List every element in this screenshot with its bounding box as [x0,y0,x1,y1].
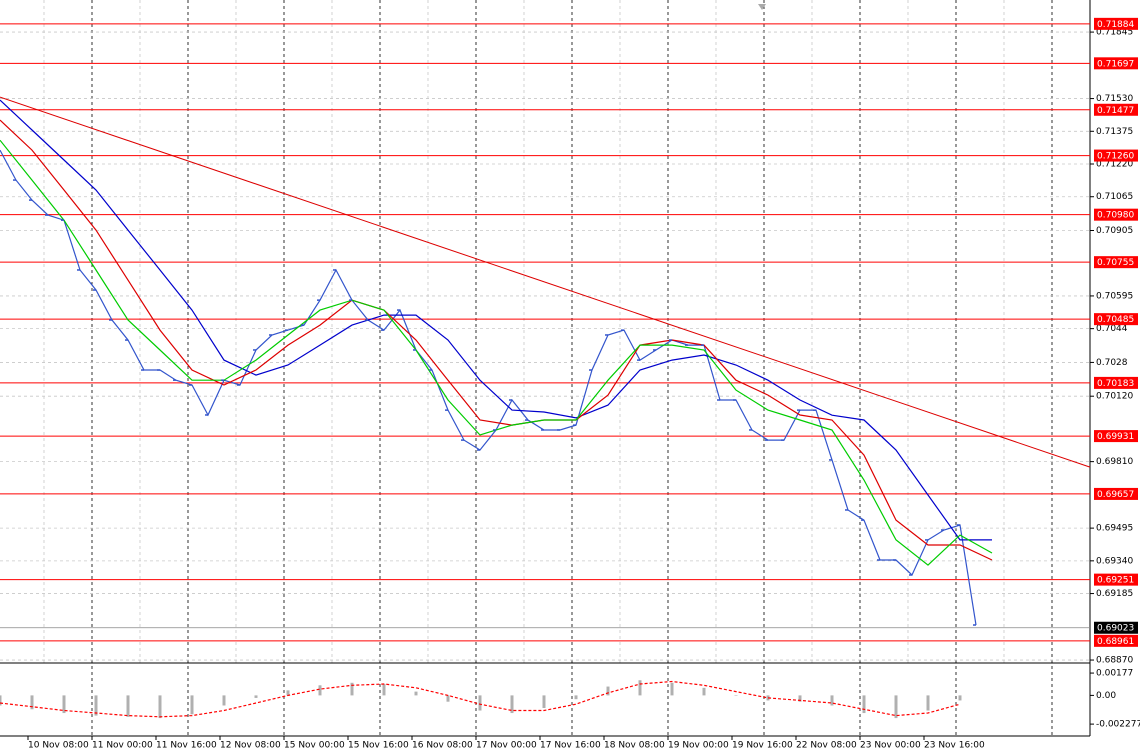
x-tick-label: 12 Nov 08:00 [220,741,281,751]
histogram-bar [0,695,2,706]
level-label-box [1094,313,1138,326]
histogram-bar [318,685,322,696]
histogram-bar [94,695,98,716]
histogram-bar [766,695,770,701]
y-tick-label: 0.71220 [1096,160,1133,170]
y-tick-label: 0.70120 [1096,392,1133,402]
histogram-bar [286,690,290,696]
level-label: 0.68961 [1097,637,1134,647]
y-tick-label: 0.69810 [1096,457,1133,467]
x-tick-label: 19 Nov 00:00 [668,741,729,751]
x-tick-label: 17 Nov 16:00 [540,741,601,751]
x-tick-label: 19 Nov 16:00 [732,741,793,751]
x-tick-label: 17 Nov 00:00 [476,741,537,751]
histogram-bar [926,695,930,711]
histogram-bar [638,680,642,696]
histogram-bar [190,695,194,715]
level-label: 0.71260 [1097,152,1134,162]
level-label: 0.70485 [1097,315,1134,325]
histogram-bar [702,687,706,696]
level-label-box [1094,208,1138,221]
x-tick-label: 15 Nov 16:00 [348,741,409,751]
level-label: 0.70183 [1097,379,1134,389]
level-label: 0.70980 [1097,211,1134,221]
y-tick-label: 0.7028 [1096,358,1128,368]
x-tick-label: 23 Nov 16:00 [924,741,985,751]
series-line [0,680,961,718]
histogram-bar [222,695,226,706]
histogram-bar [382,684,386,696]
histogram-bar [414,691,418,696]
level-label: 0.70755 [1097,258,1134,268]
level-label: 0.69931 [1097,432,1134,442]
trendline [0,96,1091,468]
histogram-bar [126,695,130,717]
x-tick-label: 18 Nov 08:00 [604,741,665,751]
shift-marker [758,4,766,10]
y-tick-label: -0.002277 [1096,720,1140,730]
current-price-label: 0.69023 [1097,624,1134,634]
level-label-box [1094,573,1138,586]
y-tick-label: 0.7044 [1096,324,1128,334]
histogram-bar [350,682,354,696]
y-tick-label: 0.71065 [1096,192,1133,202]
x-tick-label: 16 Nov 08:00 [412,741,473,751]
level-label-box [1094,57,1138,70]
histogram-bar [158,695,162,719]
histogram-bar [798,695,802,702]
level-label: 0.69657 [1097,490,1134,500]
level-label: 0.71884 [1097,20,1134,30]
x-tick-label: 10 Nov 08:00 [28,741,89,751]
y-tick-label: 0.69185 [1096,589,1133,599]
series-line [0,119,993,561]
histogram-bar [62,695,66,714]
histogram-bar [542,695,546,709]
histogram-bar [606,686,610,696]
histogram-bar [958,695,962,701]
level-label-box [1094,149,1138,162]
histogram-bar [446,695,450,702]
level-label-box [1094,376,1138,389]
histogram-bar [830,695,834,706]
current-price-box [1094,621,1138,634]
histogram-bar [862,695,866,714]
time-grid [43,0,1053,736]
y-tick-label: 0.00 [1096,691,1116,701]
histogram-bar [894,695,898,719]
y-tick-label: 0.71375 [1096,127,1133,137]
x-tick-label: 22 Nov 08:00 [796,741,857,751]
level-label-box [1094,487,1138,500]
y-tick-label: 0.00177 [1096,669,1133,679]
level-label-box [1094,17,1138,30]
level-label-box [1094,256,1138,269]
level-label-box [1094,103,1138,116]
x-tick-label: 15 Nov 00:00 [284,741,345,751]
histogram-bar [734,695,738,696]
x-tick-label: 11 Nov 16:00 [156,741,217,751]
level-label-box [1094,634,1138,647]
y-tick-label: 0.69495 [1096,524,1133,534]
y-tick-label: 0.71530 [1096,94,1133,104]
histogram-bar [254,695,258,698]
level-label: 0.71697 [1097,59,1134,69]
histogram-bar [510,695,514,714]
level-label: 0.69251 [1097,576,1134,586]
histogram-bar [670,682,674,696]
y-tick-label: 0.68870 [1096,656,1133,666]
histogram-bar [478,695,482,711]
x-tick-label: 11 Nov 00:00 [92,741,153,751]
series-line [0,99,992,541]
y-tick-label: 0.71845 [1096,28,1133,38]
level-label: 0.71477 [1097,106,1134,116]
y-tick-label: 0.70905 [1096,226,1133,236]
y-tick-label: 0.69340 [1096,556,1133,566]
x-tick-label: 23 Nov 00:00 [860,741,921,751]
histogram-bar [574,695,578,700]
y-tick-label: 0.70595 [1096,291,1133,301]
histogram-bar [30,695,34,710]
level-label-box [1094,430,1138,443]
